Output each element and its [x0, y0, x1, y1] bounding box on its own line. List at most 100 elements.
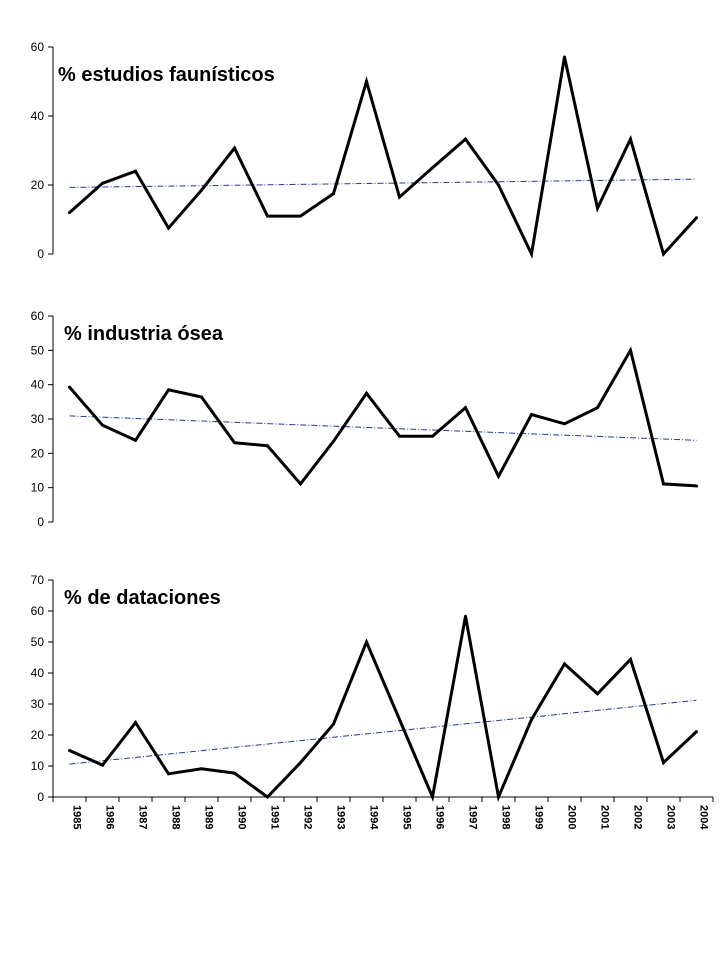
y-tick-label: 50: [31, 635, 45, 649]
chart-estudios-faunisticos: % estudios faunísticos 0 20 40 60: [31, 40, 698, 261]
series-line: [68, 616, 698, 803]
y-tick-label: 60: [31, 604, 45, 618]
x-tick-label: 1986: [104, 805, 116, 829]
data-point: [365, 640, 368, 644]
data-point: [365, 80, 368, 83]
data-point: [101, 423, 104, 427]
data-point: [662, 482, 665, 486]
data-point: [266, 214, 269, 218]
data-point: [464, 614, 467, 618]
data-point: [629, 137, 632, 141]
data-point: [431, 166, 434, 170]
x-tick-label: 1992: [302, 805, 314, 829]
x-tick-label: 1990: [236, 805, 248, 829]
data-point: [167, 226, 170, 230]
x-tick-label: 2000: [566, 805, 578, 829]
data-point: [167, 388, 170, 392]
data-point: [695, 216, 698, 220]
data-point: [200, 188, 203, 192]
y-tick-label: 40: [31, 666, 45, 680]
x-tick-label: 1999: [533, 805, 545, 829]
y-tick-label: 60: [31, 40, 45, 54]
data-point: [398, 718, 401, 721]
data-point: [662, 761, 665, 765]
data-point: [530, 718, 533, 721]
y-tick-label: 30: [31, 412, 45, 426]
y-tick-label: 0: [37, 790, 44, 804]
data-point: [332, 722, 335, 726]
data-point: [629, 348, 632, 352]
x-tick-label: 1997: [467, 805, 479, 829]
data-point: [266, 444, 269, 448]
x-tick-label: 1996: [434, 805, 446, 829]
x-tick-label: 1985: [71, 805, 83, 829]
data-point: [563, 662, 566, 666]
data-point: [233, 146, 236, 150]
data-point: [68, 211, 71, 215]
data-point: [299, 761, 302, 765]
data-point: [563, 55, 566, 59]
series-line: [68, 56, 698, 259]
data-point: [134, 169, 137, 173]
x-tick-label: 1993: [335, 805, 347, 829]
data-point: [596, 206, 599, 210]
chart-title: % estudios faunísticos: [58, 64, 275, 86]
x-tick-label: 1991: [269, 805, 281, 829]
y-tick-label: 20: [31, 178, 45, 192]
chart-industria-osea: % industria ósea 0 10 20 30 40 50 60: [31, 309, 698, 529]
data-point: [431, 434, 434, 438]
x-tick-label: 2003: [665, 805, 677, 829]
data-point: [695, 484, 698, 488]
data-point: [101, 763, 104, 767]
y-tick-label: 60: [31, 309, 45, 323]
data-point: [530, 413, 533, 417]
x-tick-label: 1994: [368, 805, 380, 830]
y-tick-label: 30: [31, 697, 45, 711]
data-point: [662, 252, 665, 256]
data-point: [299, 482, 302, 486]
chart-dataciones: % de dataciones 0 10 20 30 40 50 60 70 1985 1986 1…: [31, 573, 714, 830]
data-point: [497, 183, 500, 187]
y-tick-label: 20: [31, 728, 45, 742]
y-tick-label: 50: [31, 343, 45, 357]
data-point: [299, 214, 302, 218]
chart-title: % industria ósea: [64, 323, 224, 345]
data-point: [398, 195, 401, 199]
x-tick-label: 2004: [698, 805, 710, 830]
data-point: [398, 434, 401, 438]
data-point: [464, 137, 467, 141]
data-point: [695, 730, 698, 734]
chart-title: % de dataciones: [64, 587, 221, 609]
data-point: [530, 252, 533, 256]
data-point: [563, 422, 566, 426]
x-tick-label: 1995: [401, 805, 413, 829]
data-point: [332, 192, 335, 196]
x-tick-label: 2002: [632, 805, 644, 829]
data-point: [596, 692, 599, 696]
trendline: [69, 699, 697, 765]
y-tick-label: 10: [31, 759, 45, 773]
y-tick-label: 40: [31, 109, 45, 123]
data-point: [134, 721, 137, 725]
x-tick-label: 1987: [137, 805, 149, 829]
data-point: [431, 795, 434, 799]
y-tick-label: 0: [37, 247, 44, 261]
y-tick-label: 0: [37, 515, 44, 529]
data-point: [266, 795, 269, 799]
data-point: [365, 391, 368, 395]
data-point: [233, 771, 236, 775]
data-point: [134, 438, 137, 442]
data-point: [497, 795, 500, 799]
data-point: [101, 181, 104, 185]
x-tick-label: 1998: [500, 805, 512, 829]
data-point: [596, 406, 599, 410]
data-point: [167, 772, 170, 776]
data-point: [629, 657, 632, 661]
data-point: [200, 395, 203, 399]
x-tick-label: 1988: [170, 805, 182, 829]
data-point: [200, 767, 203, 771]
data-point: [497, 474, 500, 478]
trendline: [69, 178, 697, 188]
data-point: [68, 385, 71, 389]
